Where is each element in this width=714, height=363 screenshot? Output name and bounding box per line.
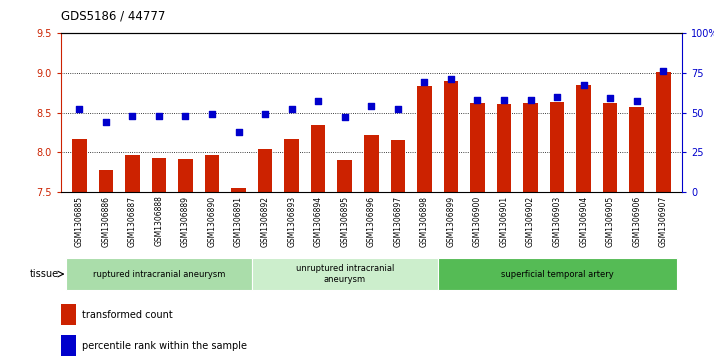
Point xyxy=(74,106,85,112)
Bar xyxy=(443,81,458,192)
Bar xyxy=(151,158,166,192)
Text: GSM1306905: GSM1306905 xyxy=(605,196,615,247)
Text: GSM1306892: GSM1306892 xyxy=(261,196,270,246)
Bar xyxy=(364,135,378,192)
Text: GSM1306895: GSM1306895 xyxy=(341,196,349,247)
Point xyxy=(551,94,563,99)
Bar xyxy=(311,125,326,192)
Bar xyxy=(391,140,405,192)
Bar xyxy=(603,103,618,192)
Point xyxy=(286,106,297,112)
Bar xyxy=(656,72,670,192)
Bar xyxy=(576,85,591,192)
Bar xyxy=(258,149,273,192)
Point xyxy=(392,106,403,112)
Text: GSM1306903: GSM1306903 xyxy=(553,196,562,247)
Bar xyxy=(205,155,219,192)
Text: GSM1306885: GSM1306885 xyxy=(75,196,84,246)
Point xyxy=(180,113,191,119)
Point xyxy=(498,97,510,103)
Bar xyxy=(61,304,76,325)
Point xyxy=(418,79,430,85)
Point xyxy=(605,95,616,101)
Point xyxy=(472,97,483,103)
Point xyxy=(366,103,377,109)
Text: GSM1306896: GSM1306896 xyxy=(367,196,376,247)
Text: GSM1306886: GSM1306886 xyxy=(101,196,111,246)
Point xyxy=(313,98,324,104)
Text: tissue: tissue xyxy=(30,269,59,279)
Point xyxy=(100,119,111,125)
Bar xyxy=(61,335,76,356)
Bar xyxy=(66,258,252,290)
Text: GSM1306904: GSM1306904 xyxy=(579,196,588,247)
Text: GSM1306888: GSM1306888 xyxy=(154,196,164,246)
Bar xyxy=(497,104,511,192)
Text: ruptured intracranial aneurysm: ruptured intracranial aneurysm xyxy=(93,270,225,278)
Text: GDS5186 / 44777: GDS5186 / 44777 xyxy=(61,9,165,22)
Text: GSM1306907: GSM1306907 xyxy=(659,196,668,247)
Bar xyxy=(178,159,193,192)
Point xyxy=(578,82,589,88)
Point xyxy=(525,97,536,103)
Bar xyxy=(125,155,140,192)
Text: percentile rank within the sample: percentile rank within the sample xyxy=(82,341,248,351)
Text: GSM1306894: GSM1306894 xyxy=(313,196,323,247)
Point xyxy=(339,114,351,120)
Bar xyxy=(72,139,86,192)
Bar xyxy=(231,188,246,192)
Point xyxy=(631,98,643,104)
Point xyxy=(154,113,165,119)
Text: GSM1306898: GSM1306898 xyxy=(420,196,429,246)
Text: GSM1306899: GSM1306899 xyxy=(446,196,456,247)
Text: GSM1306893: GSM1306893 xyxy=(287,196,296,247)
Bar xyxy=(470,103,485,192)
Text: GSM1306887: GSM1306887 xyxy=(128,196,137,246)
Text: GSM1306889: GSM1306889 xyxy=(181,196,190,246)
Text: GSM1306900: GSM1306900 xyxy=(473,196,482,247)
Bar xyxy=(438,258,677,290)
Point xyxy=(259,111,271,117)
Bar xyxy=(338,160,352,192)
Point xyxy=(233,129,244,135)
Bar xyxy=(284,139,299,192)
Bar xyxy=(417,86,432,192)
Text: transformed count: transformed count xyxy=(82,310,174,320)
Text: GSM1306890: GSM1306890 xyxy=(208,196,216,247)
Point xyxy=(126,113,138,119)
Text: GSM1306891: GSM1306891 xyxy=(234,196,243,246)
Point xyxy=(206,111,218,117)
Point xyxy=(658,68,669,74)
Bar xyxy=(99,170,113,192)
Text: superficial temporal artery: superficial temporal artery xyxy=(501,270,613,278)
Bar xyxy=(550,102,564,192)
Text: unruptured intracranial
aneurysm: unruptured intracranial aneurysm xyxy=(296,264,394,284)
Bar xyxy=(252,258,438,290)
Text: GSM1306906: GSM1306906 xyxy=(632,196,641,247)
Text: GSM1306897: GSM1306897 xyxy=(393,196,402,247)
Bar xyxy=(523,103,538,192)
Point xyxy=(446,76,457,82)
Text: GSM1306901: GSM1306901 xyxy=(500,196,508,247)
Bar xyxy=(630,107,644,192)
Text: GSM1306902: GSM1306902 xyxy=(526,196,535,247)
